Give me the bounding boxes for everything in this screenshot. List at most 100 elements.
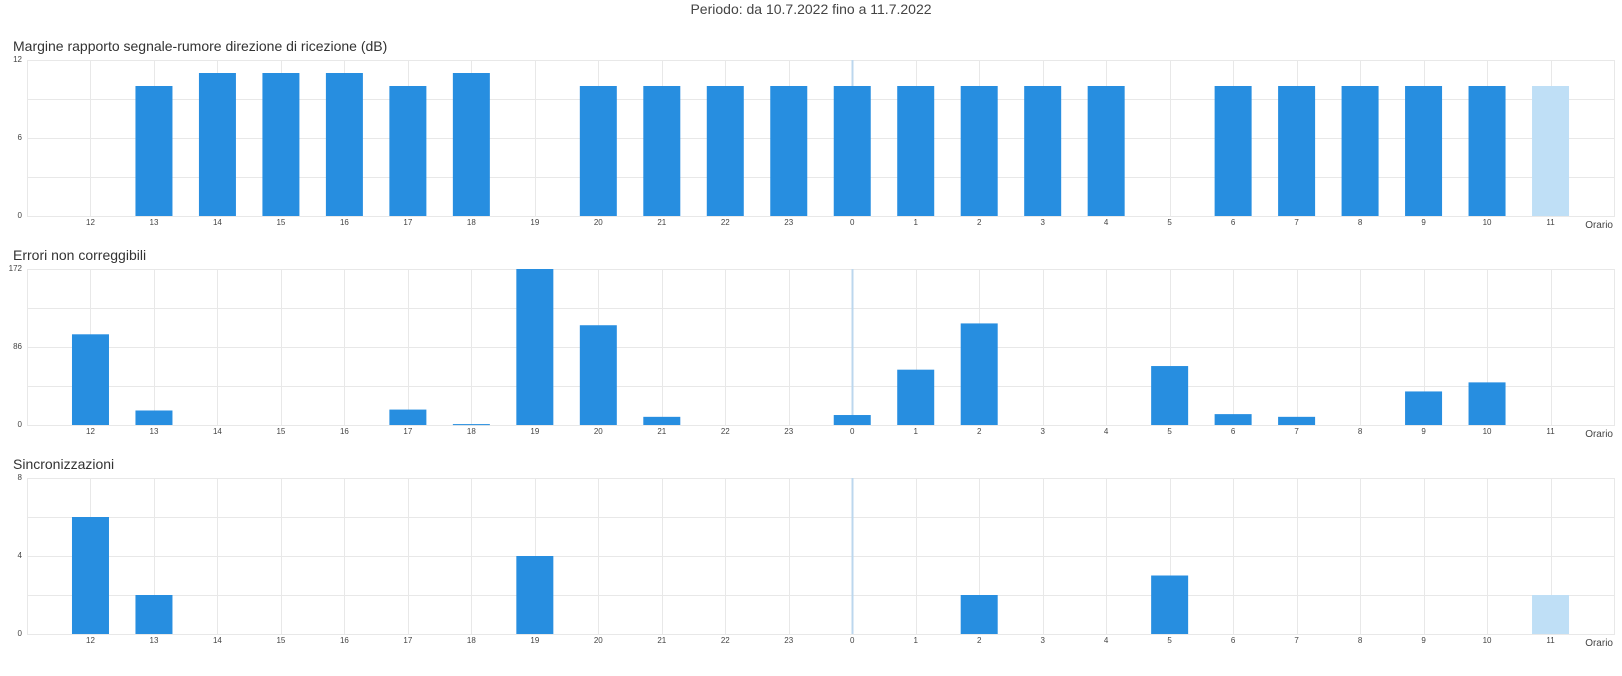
bar[interactable] xyxy=(1405,86,1443,216)
x-tick-label: 10 xyxy=(1483,427,1492,436)
bar[interactable] xyxy=(1405,391,1443,425)
y-tick-label: 0 xyxy=(18,629,23,638)
x-axis-label: Orario xyxy=(1585,638,1613,649)
y-tick-label: 172 xyxy=(9,264,23,273)
x-tick-label: 20 xyxy=(594,427,603,436)
bar[interactable] xyxy=(389,86,427,216)
bar[interactable] xyxy=(579,325,617,425)
bar[interactable] xyxy=(579,86,617,216)
x-tick-label: 21 xyxy=(657,427,666,436)
bar[interactable] xyxy=(1278,86,1316,216)
x-tick-label: 0 xyxy=(850,218,855,227)
bar[interactable] xyxy=(960,86,998,216)
x-tick-label: 7 xyxy=(1294,636,1299,645)
bar[interactable] xyxy=(198,73,236,216)
bar[interactable] xyxy=(1024,86,1062,216)
y-tick-label: 86 xyxy=(13,342,22,351)
x-tick-label: 14 xyxy=(213,427,222,436)
x-tick-label: 4 xyxy=(1104,636,1109,645)
x-tick-label: 9 xyxy=(1421,218,1426,227)
bar[interactable] xyxy=(1468,86,1506,216)
bar[interactable] xyxy=(389,409,427,425)
y-tick-label: 0 xyxy=(18,211,23,220)
period-heading: Periodo: da 10.7.2022 fino a 11.7.2022 xyxy=(690,1,932,17)
x-tick-label: 8 xyxy=(1358,427,1363,436)
bar[interactable] xyxy=(516,556,554,634)
x-tick-label: 23 xyxy=(784,427,793,436)
bar[interactable] xyxy=(1214,86,1252,216)
x-tick-label: 4 xyxy=(1104,218,1109,227)
bar[interactable] xyxy=(516,269,554,425)
x-tick-label: 5 xyxy=(1167,427,1172,436)
x-tick-label: 18 xyxy=(467,427,476,436)
x-tick-label: 21 xyxy=(657,636,666,645)
x-tick-label: 11 xyxy=(1546,218,1555,227)
bar[interactable] xyxy=(960,595,998,634)
bar[interactable] xyxy=(71,517,109,634)
x-tick-label: 1 xyxy=(913,636,918,645)
bar[interactable] xyxy=(452,424,490,426)
bar[interactable] xyxy=(643,86,681,216)
bar[interactable] xyxy=(1468,382,1506,425)
bar[interactable] xyxy=(1151,366,1189,425)
bar[interactable] xyxy=(833,86,871,216)
x-tick-label: 22 xyxy=(721,427,730,436)
bar[interactable] xyxy=(1341,86,1379,216)
x-tick-label: 16 xyxy=(340,218,349,227)
x-tick-label: 18 xyxy=(467,218,476,227)
x-tick-label: 12 xyxy=(86,218,95,227)
bar[interactable] xyxy=(960,323,998,425)
x-tick-label: 0 xyxy=(850,636,855,645)
bar[interactable] xyxy=(833,415,871,425)
x-tick-label: 10 xyxy=(1483,218,1492,227)
x-tick-label: 17 xyxy=(403,636,412,645)
x-tick-label: 15 xyxy=(276,427,285,436)
bar[interactable] xyxy=(1214,414,1252,425)
x-tick-label: 8 xyxy=(1358,636,1363,645)
x-axis-label: Orario xyxy=(1585,220,1613,231)
bar[interactable] xyxy=(1151,575,1189,635)
x-tick-label: 16 xyxy=(340,636,349,645)
bar[interactable] xyxy=(1532,86,1570,216)
x-tick-label: 1 xyxy=(913,427,918,436)
x-tick-label: 12 xyxy=(86,636,95,645)
bar[interactable] xyxy=(1087,86,1125,216)
bar[interactable] xyxy=(325,73,363,216)
bar[interactable] xyxy=(262,73,300,216)
bar[interactable] xyxy=(897,86,935,216)
bar[interactable] xyxy=(770,86,808,216)
bar[interactable] xyxy=(135,86,173,216)
x-tick-label: 3 xyxy=(1040,636,1045,645)
x-tick-label: 4 xyxy=(1104,427,1109,436)
x-tick-label: 20 xyxy=(594,218,603,227)
x-tick-label: 13 xyxy=(150,218,159,227)
bar[interactable] xyxy=(643,416,681,425)
y-tick-label: 8 xyxy=(18,473,23,482)
x-tick-label: 2 xyxy=(977,636,982,645)
bar[interactable] xyxy=(1532,595,1570,634)
x-tick-label: 23 xyxy=(784,636,793,645)
x-tick-label: 6 xyxy=(1231,636,1236,645)
x-tick-label: 12 xyxy=(86,427,95,436)
y-tick-label: 0 xyxy=(18,420,23,429)
x-tick-label: 6 xyxy=(1231,427,1236,436)
bar[interactable] xyxy=(706,86,744,216)
x-tick-label: 1 xyxy=(913,218,918,227)
x-tick-label: 19 xyxy=(530,636,539,645)
bar[interactable] xyxy=(452,73,490,216)
x-tick-label: 17 xyxy=(403,218,412,227)
x-tick-label: 14 xyxy=(213,218,222,227)
bar[interactable] xyxy=(135,595,173,634)
bar[interactable] xyxy=(71,334,109,425)
bar[interactable] xyxy=(1278,416,1316,425)
y-tick-label: 6 xyxy=(18,133,23,142)
bar[interactable] xyxy=(135,410,173,425)
x-tick-label: 9 xyxy=(1421,427,1426,436)
bar[interactable] xyxy=(897,369,935,425)
x-tick-label: 20 xyxy=(594,636,603,645)
x-tick-label: 22 xyxy=(721,636,730,645)
x-tick-label: 13 xyxy=(150,427,159,436)
y-tick-label: 12 xyxy=(13,55,22,64)
